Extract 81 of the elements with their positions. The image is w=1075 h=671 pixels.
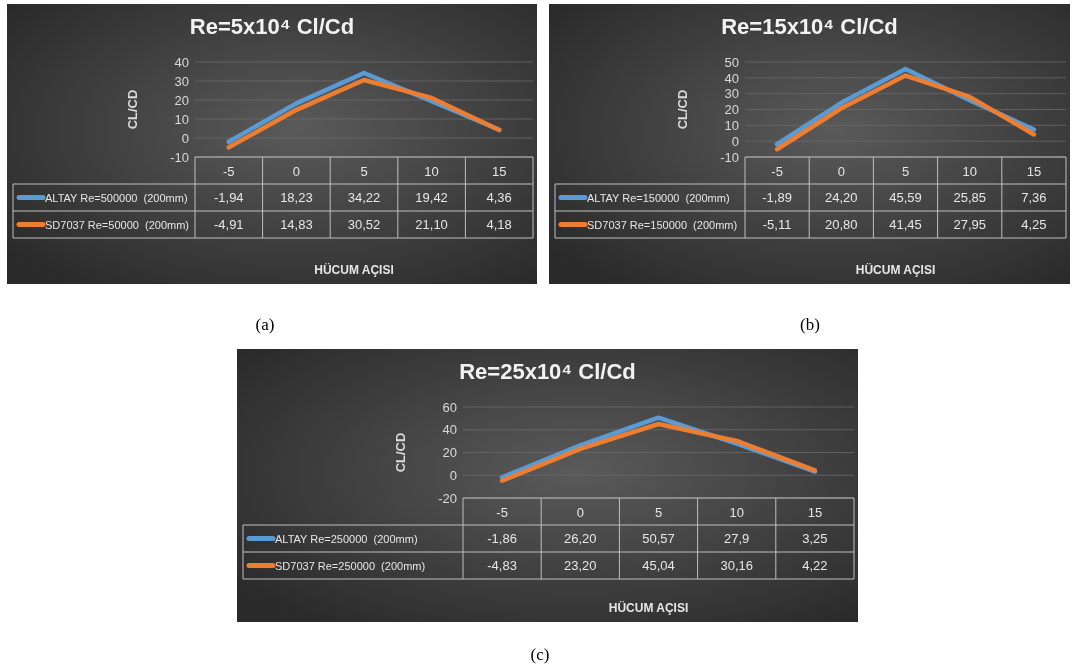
data-label: 26,20 <box>564 531 597 546</box>
y-tick-label: 30 <box>724 86 739 102</box>
legend-label: ALTAY Re=250000 (200mm) <box>275 533 418 545</box>
y-tick-label: 10 <box>174 111 189 127</box>
data-label: 30,16 <box>720 558 753 573</box>
data-label: 25,85 <box>953 190 986 205</box>
y-tick-label: 20 <box>442 445 457 461</box>
data-label: -1,89 <box>762 190 792 205</box>
data-label: 34,22 <box>347 190 381 205</box>
data-label: 4,25 <box>1021 217 1047 232</box>
data-label: 18,23 <box>280 190 313 205</box>
y-tick-label: 20 <box>174 92 189 108</box>
x-tick-label: 10 <box>962 163 977 179</box>
y-tick-label: 0 <box>181 130 189 146</box>
data-label: 30,52 <box>347 217 381 232</box>
y-tick-label: -20 <box>438 490 457 506</box>
x-tick-label: 15 <box>807 504 823 520</box>
y-tick-label: 40 <box>724 70 739 86</box>
data-label: 21,10 <box>415 217 448 232</box>
line-series <box>226 77 502 150</box>
x-tick-label: 5 <box>360 163 368 179</box>
data-label: 23,20 <box>564 558 597 573</box>
data-label: 41,45 <box>889 217 922 232</box>
data-label: 27,95 <box>953 217 986 232</box>
legend-label: SD7037 Re=50000 (200mm) <box>45 219 189 231</box>
data-label: 27,9 <box>724 531 750 546</box>
data-label: -1,86 <box>487 531 517 546</box>
y-tick-label: 0 <box>731 133 739 149</box>
y-tick-label: -10 <box>170 149 189 165</box>
x-axis-title: HÜCUM AÇISI <box>314 262 394 277</box>
y-tick-label: 0 <box>449 467 457 483</box>
x-tick-label: -5 <box>223 163 235 179</box>
y-tick-label: 20 <box>724 102 739 118</box>
data-label: 4,36 <box>486 190 512 205</box>
chart-title: Re=5x10⁴ Cl/Cd <box>189 14 355 39</box>
data-label: 4,18 <box>486 217 512 232</box>
x-tick-label: 10 <box>424 163 439 179</box>
data-label: 7,36 <box>1021 190 1047 205</box>
data-label: -4,91 <box>213 217 244 232</box>
y-axis-title: CL/CD <box>125 89 140 130</box>
legend-label: ALTAY Re=150000 (200mm) <box>587 192 730 204</box>
text: (c) <box>530 645 550 665</box>
legend-label: SD7037 Re=150000 (200mm) <box>587 219 738 231</box>
x-tick-label: -5 <box>496 504 508 520</box>
data-label: 3,25 <box>802 531 828 546</box>
chart-title: Re=25x10⁴ Cl/Cd <box>459 359 636 384</box>
y-axis-title: CL/CD <box>393 432 408 473</box>
data-label: 45,59 <box>889 190 922 205</box>
data-label: 14,83 <box>280 217 313 232</box>
legend-label: SD7037 Re=250000 (200mm) <box>275 560 426 572</box>
x-tick-label: -5 <box>771 163 783 179</box>
y-tick-label: 10 <box>724 117 739 133</box>
x-tick-label: 0 <box>837 163 845 179</box>
x-tick-label: 15 <box>491 163 507 179</box>
x-tick-label: 0 <box>292 163 301 179</box>
x-tick-label: 15 <box>1026 163 1042 179</box>
data-label: 4,22 <box>802 558 828 573</box>
y-tick-label: -10 <box>720 149 739 165</box>
data-label: 45,04 <box>642 558 675 573</box>
data-label: -4,83 <box>487 558 517 573</box>
text: (b) <box>800 315 820 335</box>
legend-label: ALTAY Re=500000 (200mm) <box>45 192 188 204</box>
x-axis-title: HÜCUM AÇISI <box>855 262 936 277</box>
x-tick-label: 5 <box>654 504 663 520</box>
x-tick-label: 5 <box>901 163 910 179</box>
chart-title: Re=15x10⁴ Cl/Cd <box>721 14 898 39</box>
text: (a) <box>255 315 275 335</box>
y-axis-title: CL/CD <box>675 89 690 130</box>
y-tick-label: 30 <box>174 73 189 89</box>
data-label: -1,94 <box>213 190 244 205</box>
data-label: 50,57 <box>642 531 675 546</box>
x-tick-label: 0 <box>576 504 584 520</box>
y-tick-label: 50 <box>724 54 739 70</box>
y-tick-label: 60 <box>442 399 457 415</box>
data-label: -5,11 <box>762 217 792 232</box>
data-label: 19,42 <box>415 190 448 205</box>
data-label: 20,80 <box>825 217 858 232</box>
y-tick-label: 40 <box>174 54 189 70</box>
x-axis-title: HÜCUM AÇISI <box>608 600 689 615</box>
y-tick-label: 40 <box>442 422 457 438</box>
data-label: 24,20 <box>825 190 858 205</box>
